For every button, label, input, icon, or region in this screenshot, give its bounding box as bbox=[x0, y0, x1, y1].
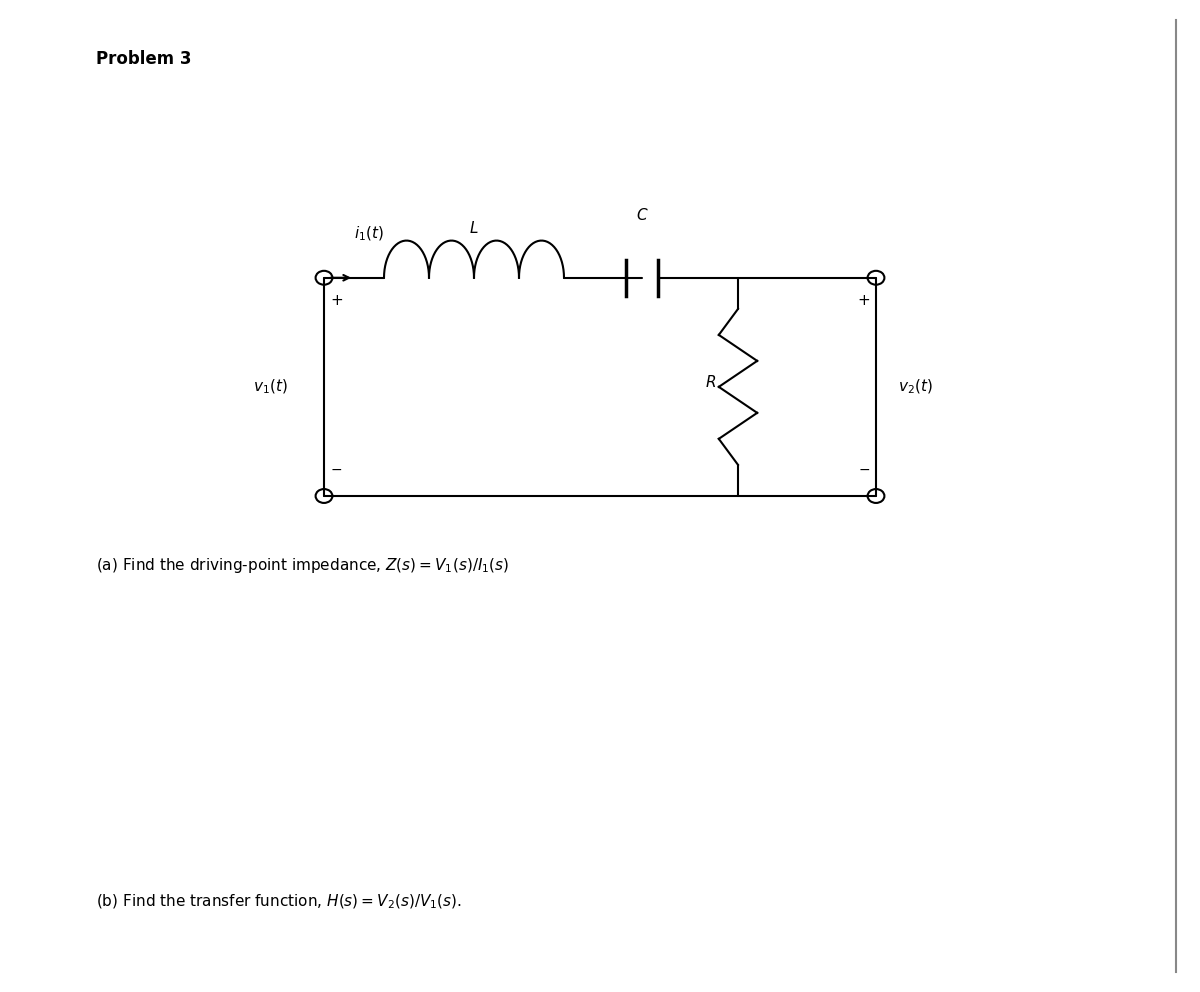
Text: $-$: $-$ bbox=[330, 462, 342, 476]
Text: $v_1(t)$: $v_1(t)$ bbox=[253, 378, 287, 396]
Text: (a) Find the driving-point impedance, $Z(s) = V_1(s)/I_1(s)$: (a) Find the driving-point impedance, $Z… bbox=[96, 556, 509, 574]
Text: $-$: $-$ bbox=[858, 462, 870, 476]
Text: Problem 3: Problem 3 bbox=[96, 50, 192, 67]
Text: $+$: $+$ bbox=[330, 293, 343, 308]
Text: $i_1(t)$: $i_1(t)$ bbox=[354, 224, 384, 243]
Text: $R$: $R$ bbox=[706, 374, 716, 390]
Text: (b) Find the transfer function, $H(s) = V_2(s)/V_1(s)$.: (b) Find the transfer function, $H(s) = … bbox=[96, 893, 462, 912]
Text: $+$: $+$ bbox=[857, 293, 870, 308]
Text: $C$: $C$ bbox=[636, 207, 648, 223]
Text: $L$: $L$ bbox=[469, 220, 479, 236]
Text: $v_2(t)$: $v_2(t)$ bbox=[898, 378, 932, 396]
